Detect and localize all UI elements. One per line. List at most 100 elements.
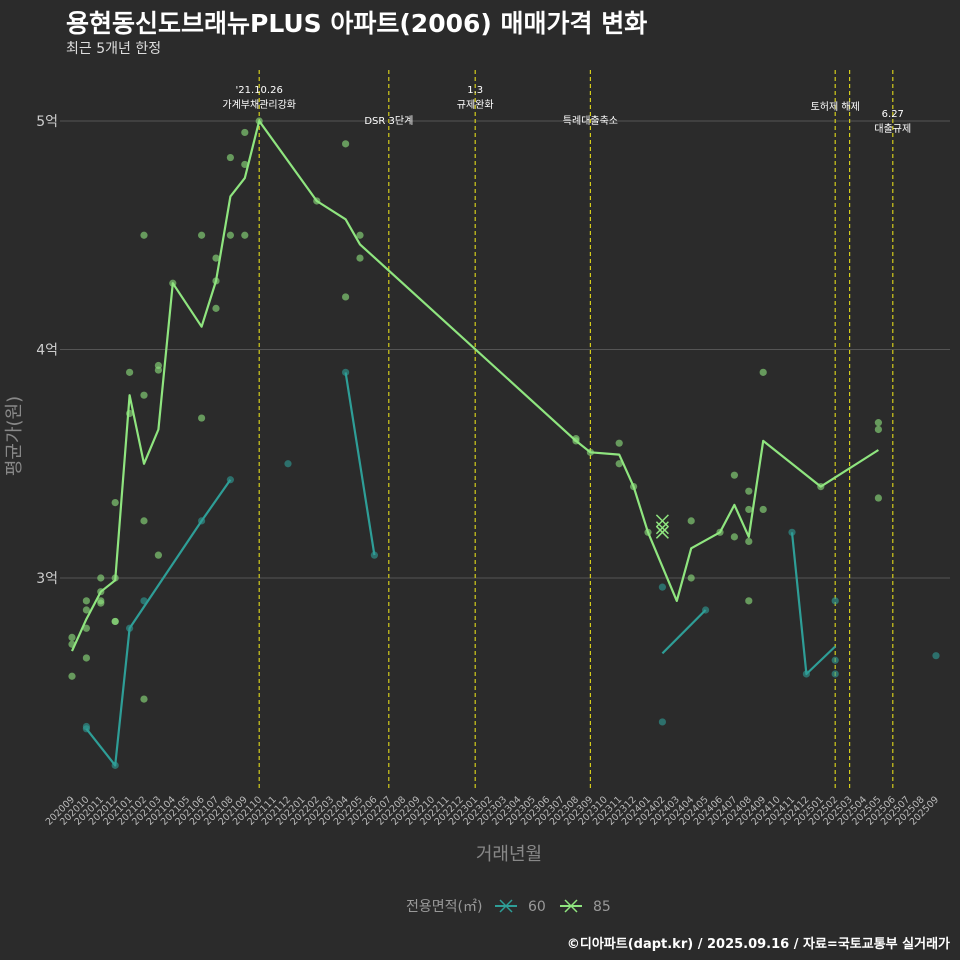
data-point-85 bbox=[140, 695, 148, 703]
data-point-60 bbox=[788, 528, 796, 536]
data-point-85 bbox=[212, 254, 220, 262]
data-point-85 bbox=[126, 368, 134, 376]
credit-text: ©디아파트(dapt.kr) / 2025.09.16 / 자료=국토교통부 실… bbox=[566, 937, 950, 952]
chart-subtitle: 최근 5개년 한정 bbox=[66, 41, 162, 57]
data-point-85 bbox=[212, 304, 220, 312]
policy-annotation: 6.27 bbox=[882, 109, 904, 120]
data-point-85 bbox=[586, 448, 595, 456]
y-tick-label: 4억 bbox=[36, 343, 58, 359]
data-point-85 bbox=[255, 117, 263, 125]
data-point-85 bbox=[140, 517, 148, 525]
data-point-85 bbox=[212, 277, 220, 285]
data-point-60 bbox=[226, 476, 234, 484]
data-point-85 bbox=[154, 551, 162, 559]
series-line-85 bbox=[70, 119, 879, 652]
data-point-60 bbox=[82, 725, 90, 733]
data-point-85 bbox=[226, 231, 234, 239]
data-point-60 bbox=[658, 718, 667, 726]
data-point-85 bbox=[97, 588, 105, 596]
data-point-85 bbox=[745, 597, 753, 605]
policy-annotation: 1.3 bbox=[467, 85, 483, 96]
legend-marker-60 bbox=[499, 899, 513, 913]
series-line-60 bbox=[85, 479, 232, 767]
data-point-85 bbox=[313, 197, 321, 205]
policy-annotation: DSR 3단계 bbox=[364, 115, 413, 127]
data-point-85 bbox=[687, 517, 695, 525]
data-point-85 bbox=[82, 597, 90, 605]
data-point-60 bbox=[111, 761, 119, 769]
data-point-85 bbox=[241, 128, 249, 137]
data-point-60 bbox=[831, 656, 839, 664]
legend: 전용면적(㎡) 60 85 bbox=[406, 899, 611, 915]
x-axis-label: 거래년월 bbox=[476, 844, 542, 865]
data-point-85 bbox=[730, 533, 739, 541]
data-point-60 bbox=[831, 670, 839, 678]
data-point-85 bbox=[615, 460, 623, 468]
policy-annotation: 가계부채관리강화 bbox=[222, 99, 296, 111]
data-point-85 bbox=[630, 483, 638, 491]
data-point-60 bbox=[370, 551, 378, 559]
data-point-85 bbox=[97, 574, 105, 582]
policy-annotation: 규제완화 bbox=[457, 99, 494, 111]
data-point-85 bbox=[111, 617, 119, 626]
data-point-85 bbox=[342, 140, 350, 148]
data-point-60 bbox=[284, 460, 292, 468]
policy-annotation: 대출규제 bbox=[874, 123, 911, 135]
data-point-85 bbox=[82, 606, 90, 614]
data-point-85 bbox=[759, 505, 767, 514]
data-point-85 bbox=[615, 439, 623, 447]
data-point-85 bbox=[140, 391, 148, 399]
data-point-60 bbox=[802, 670, 811, 678]
data-point-85 bbox=[745, 537, 753, 546]
legend-label-85: 85 bbox=[593, 899, 611, 915]
data-point-85 bbox=[687, 574, 695, 582]
data-point-85 bbox=[572, 437, 580, 445]
data-point-85 bbox=[198, 231, 206, 239]
policy-annotation: 토허제 해제 bbox=[811, 100, 860, 113]
data-point-85 bbox=[716, 528, 724, 536]
data-point-85 bbox=[745, 487, 753, 495]
data-point-85 bbox=[68, 672, 76, 680]
data-marker-85 bbox=[655, 521, 669, 535]
data-marker-85 bbox=[655, 514, 669, 528]
data-point-85 bbox=[241, 160, 249, 169]
y-axis-label: 평균가(원) bbox=[4, 396, 25, 476]
data-point-85 bbox=[82, 624, 90, 632]
data-point-60 bbox=[126, 624, 134, 632]
data-point-85 bbox=[759, 368, 767, 376]
legend-title: 전용면적(㎡) bbox=[406, 899, 482, 915]
data-point-85 bbox=[97, 599, 105, 607]
data-point-85 bbox=[241, 231, 249, 239]
y-tick-label: 5억 bbox=[36, 114, 58, 130]
data-point-60 bbox=[831, 597, 839, 605]
data-point-85 bbox=[745, 505, 753, 514]
chart-title: 용현동신도브래뉴PLUS 아파트(2006) 매매가격 변화 bbox=[66, 9, 648, 38]
data-point-85 bbox=[874, 419, 883, 427]
data-point-85 bbox=[356, 254, 364, 262]
data-point-85 bbox=[730, 471, 739, 479]
data-point-85 bbox=[140, 231, 148, 239]
legend-marker-85 bbox=[564, 899, 578, 913]
policy-annotation: 특례대출축소 bbox=[563, 115, 618, 127]
data-point-85 bbox=[68, 640, 76, 648]
policy-annotation: '21.10.26 bbox=[236, 85, 283, 96]
data-point-85 bbox=[342, 293, 350, 301]
data-point-60 bbox=[198, 517, 206, 525]
series-line-60 bbox=[344, 372, 376, 556]
data-point-85 bbox=[68, 633, 76, 642]
data-point-85 bbox=[874, 425, 883, 434]
series-line-60 bbox=[661, 609, 707, 655]
data-marker-85 bbox=[655, 525, 669, 539]
data-point-60 bbox=[140, 597, 148, 605]
data-point-85 bbox=[226, 153, 234, 162]
data-point-85 bbox=[126, 409, 134, 418]
y-tick-label: 3억 bbox=[36, 571, 58, 587]
data-point-85 bbox=[198, 414, 206, 422]
data-point-85 bbox=[817, 483, 825, 491]
data-point-85 bbox=[82, 654, 90, 662]
data-point-60 bbox=[702, 606, 710, 614]
data-point-85 bbox=[644, 528, 652, 536]
series-line-60 bbox=[790, 532, 836, 676]
data-point-85 bbox=[111, 498, 119, 507]
